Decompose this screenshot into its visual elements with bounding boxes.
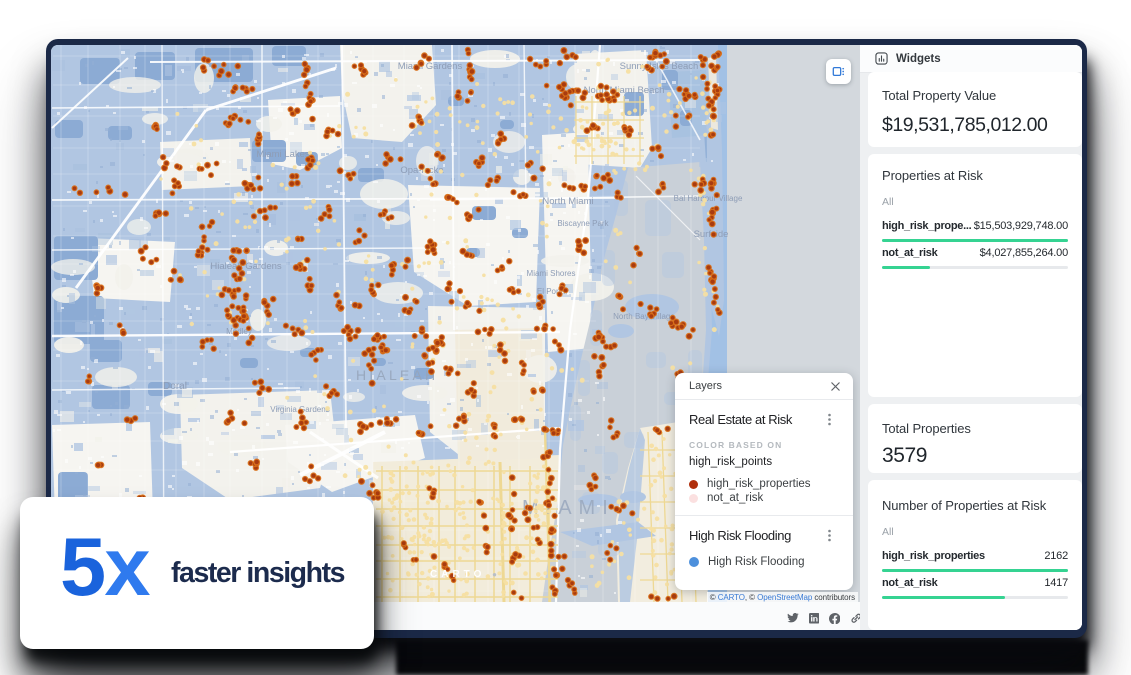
svg-text:Medley: Medley	[226, 327, 252, 336]
svg-text:North Bay Village: North Bay Village	[613, 312, 675, 321]
svg-text:Opa-locka: Opa-locka	[400, 165, 444, 176]
svg-text:HIALEAH: HIALEAH	[356, 367, 438, 383]
svg-text:Bal Harbour Village: Bal Harbour Village	[674, 194, 743, 203]
svg-text:Sunny Isles Beach: Sunny Isles Beach	[620, 61, 699, 72]
svg-text:El Portal: El Portal	[537, 287, 567, 296]
svg-text:Hialeah Gardens: Hialeah Gardens	[210, 261, 282, 272]
svg-text:Miami Lakes: Miami Lakes	[256, 149, 310, 160]
svg-text:North Miami Beach: North Miami Beach	[584, 85, 665, 96]
svg-text:Miami Gardens: Miami Gardens	[398, 61, 463, 72]
svg-text:North Miami: North Miami	[542, 196, 593, 207]
svg-text:Biscayne Park: Biscayne Park	[557, 219, 609, 228]
svg-text:Doral: Doral	[163, 381, 187, 392]
svg-text:Miami Shores: Miami Shores	[527, 269, 576, 278]
